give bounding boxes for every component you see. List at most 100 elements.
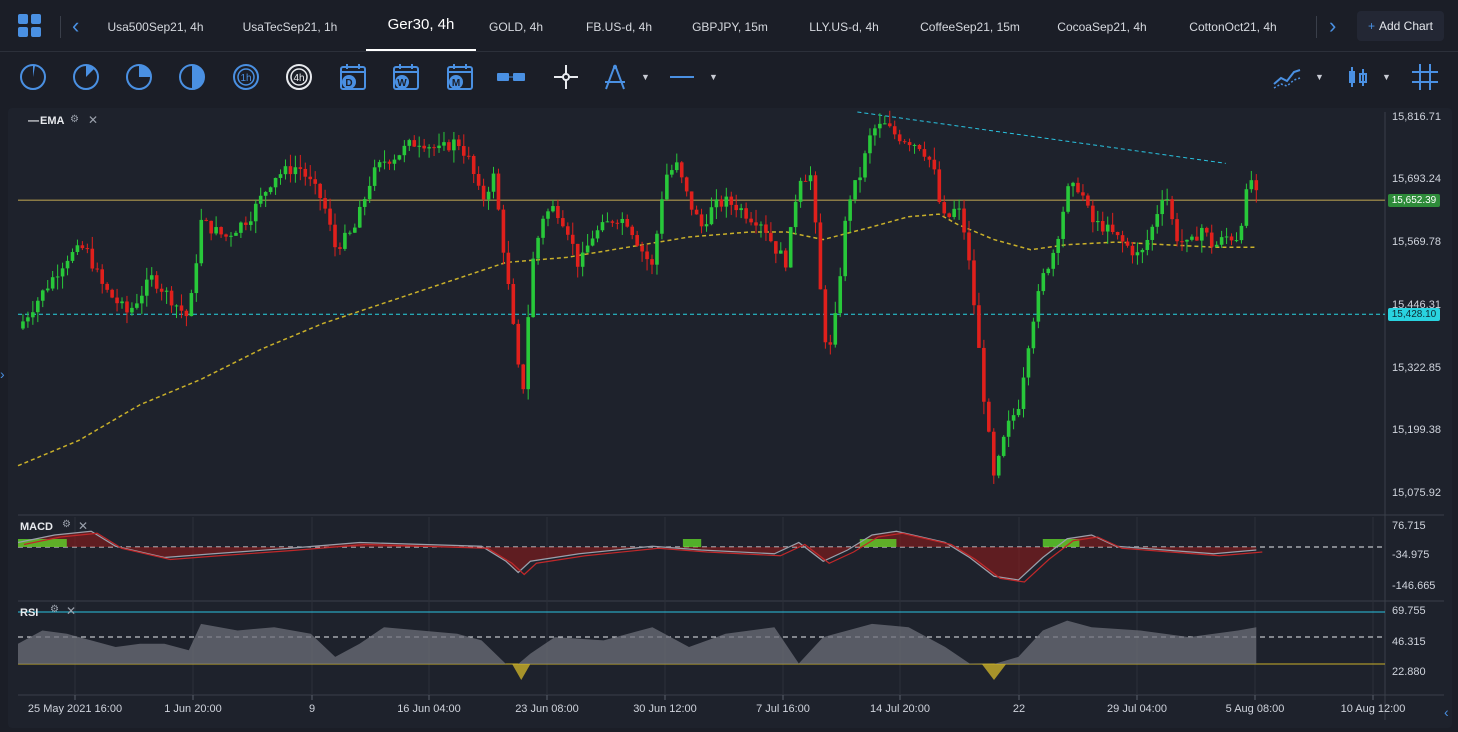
- candle-body: [798, 180, 803, 202]
- support-price-badge: 15,428.10: [1388, 308, 1440, 322]
- candle-body: [154, 275, 159, 289]
- calendar-m-icon[interactable]: M: [445, 62, 475, 92]
- candle-body: [115, 297, 119, 304]
- chart-tab-5[interactable]: GBPJPY, 15m: [692, 20, 768, 34]
- line-tool-icon[interactable]: [668, 62, 698, 92]
- rsi-tick-label: 69.755: [1392, 605, 1426, 617]
- candle-body: [566, 226, 570, 235]
- chart-type-caret[interactable]: ▼: [1315, 72, 1324, 82]
- candle-type-icon[interactable]: [1343, 62, 1373, 92]
- candle-body: [561, 218, 565, 227]
- candle-body: [536, 237, 540, 259]
- candle-body: [1219, 237, 1224, 245]
- candle-body: [1135, 252, 1140, 256]
- candle-body: [1086, 195, 1090, 206]
- layout-grid-icon[interactable]: [18, 14, 42, 38]
- svg-text:D: D: [345, 78, 352, 89]
- candle-body: [813, 175, 818, 223]
- compass-menu-caret[interactable]: ▼: [641, 72, 650, 82]
- svg-text:W: W: [397, 78, 407, 89]
- price-tick-label: 15,075.92: [1392, 487, 1441, 500]
- time-tick-label: 9: [308, 703, 316, 715]
- grid-toggle-icon[interactable]: [1410, 62, 1440, 92]
- candle-menu-caret[interactable]: ▼: [1382, 72, 1391, 82]
- price-tick-label: 15,446.31: [1392, 298, 1441, 311]
- right-expand-icon[interactable]: ‹: [1444, 704, 1449, 720]
- candle-body: [684, 177, 689, 192]
- macd-line: [17, 530, 1257, 581]
- candle-body: [873, 128, 877, 136]
- line-menu-caret[interactable]: ▼: [709, 72, 718, 82]
- candle-body: [402, 145, 407, 156]
- calendar-d-icon[interactable]: D: [338, 62, 368, 92]
- macd-remove-icon[interactable]: ✕: [78, 519, 89, 533]
- ema-settings-icon[interactable]: ⚙: [70, 114, 79, 125]
- timeframe-1h-icon[interactable]: 1h: [231, 62, 261, 92]
- candle-body: [437, 145, 441, 149]
- chart-tab-6[interactable]: LLY.US-d, 4h: [809, 20, 879, 34]
- chart-line-icon[interactable]: [1272, 62, 1302, 92]
- rsi-tick-label: 22.880: [1392, 666, 1426, 678]
- candle-body: [679, 162, 684, 178]
- resistance-trend-line[interactable]: [857, 111, 1226, 164]
- candle-body: [85, 248, 90, 250]
- clock-1m-icon[interactable]: [18, 62, 48, 92]
- candle-body: [749, 218, 753, 223]
- candle-body: [858, 177, 862, 181]
- candle-body: [734, 204, 739, 211]
- candle-body: [1056, 238, 1060, 253]
- tabs-next-icon[interactable]: ›: [1329, 13, 1337, 38]
- ema-remove-icon[interactable]: ✕: [88, 113, 99, 127]
- chart-tab-1[interactable]: UsaTecSep21, 1h: [242, 20, 338, 34]
- candle-body: [417, 145, 422, 147]
- timeframe-4h-icon[interactable]: 4h: [284, 62, 314, 92]
- chart-tab-7[interactable]: CoffeeSep21, 15m: [920, 20, 1020, 34]
- macd-label: MACD: [20, 521, 53, 533]
- rsi-settings-icon[interactable]: ⚙: [50, 604, 59, 615]
- candle-body: [362, 199, 367, 207]
- chart-tab-0[interactable]: Usa500Sep21, 4h: [107, 20, 204, 34]
- rsi-remove-icon[interactable]: ✕: [66, 604, 77, 618]
- candle-body: [897, 134, 902, 142]
- tabs-prev-icon[interactable]: ‹: [72, 13, 80, 38]
- candle-body: [1190, 236, 1194, 240]
- chart-panel[interactable]: [8, 108, 1452, 728]
- candle-body: [1036, 291, 1041, 322]
- candle-body: [808, 175, 813, 182]
- macd-settings-icon[interactable]: ⚙: [62, 519, 71, 530]
- chart-tab-4[interactable]: FB.US-d, 4h: [585, 20, 653, 34]
- candle-body: [833, 313, 838, 345]
- clock-15m-icon[interactable]: [71, 62, 101, 92]
- candle-body: [620, 218, 625, 223]
- candle-body: [387, 161, 392, 164]
- drawing-compass-icon[interactable]: [600, 62, 630, 92]
- crosshair-icon[interactable]: [551, 62, 581, 92]
- candle-body: [204, 219, 209, 221]
- chart-tab-9[interactable]: CottonOct21, 4h: [1189, 20, 1277, 34]
- rsi-area: [18, 620, 1257, 664]
- clock-45m-icon[interactable]: [177, 62, 207, 92]
- candle-body: [982, 347, 986, 402]
- add-chart-button[interactable]: + Add Chart: [1357, 11, 1444, 41]
- time-tick-label: 30 Jun 12:00: [633, 703, 697, 715]
- time-tick-label: 7 Jul 16:00: [756, 703, 810, 715]
- chart-tab-3[interactable]: GOLD, 4h: [488, 20, 544, 34]
- clock-30m-icon[interactable]: [124, 62, 154, 92]
- calendar-w-icon[interactable]: W: [391, 62, 421, 92]
- candle-body: [778, 250, 783, 254]
- svg-text:M: M: [452, 78, 460, 89]
- candle-body: [194, 263, 199, 294]
- left-collapse-icon[interactable]: ›: [0, 366, 5, 382]
- candle-body: [1041, 273, 1046, 292]
- chart-tab-2[interactable]: Ger30, 4h: [366, 0, 476, 51]
- candle-body: [263, 192, 268, 196]
- candle-body: [1239, 225, 1244, 241]
- chart-tab-8[interactable]: CocoaSep21, 4h: [1057, 20, 1147, 34]
- candle-body: [972, 260, 976, 306]
- candle-body: [744, 208, 748, 219]
- candle-body: [457, 139, 461, 147]
- candle-body: [40, 290, 45, 301]
- candle-body: [164, 290, 169, 292]
- range-select-icon[interactable]: [496, 62, 526, 92]
